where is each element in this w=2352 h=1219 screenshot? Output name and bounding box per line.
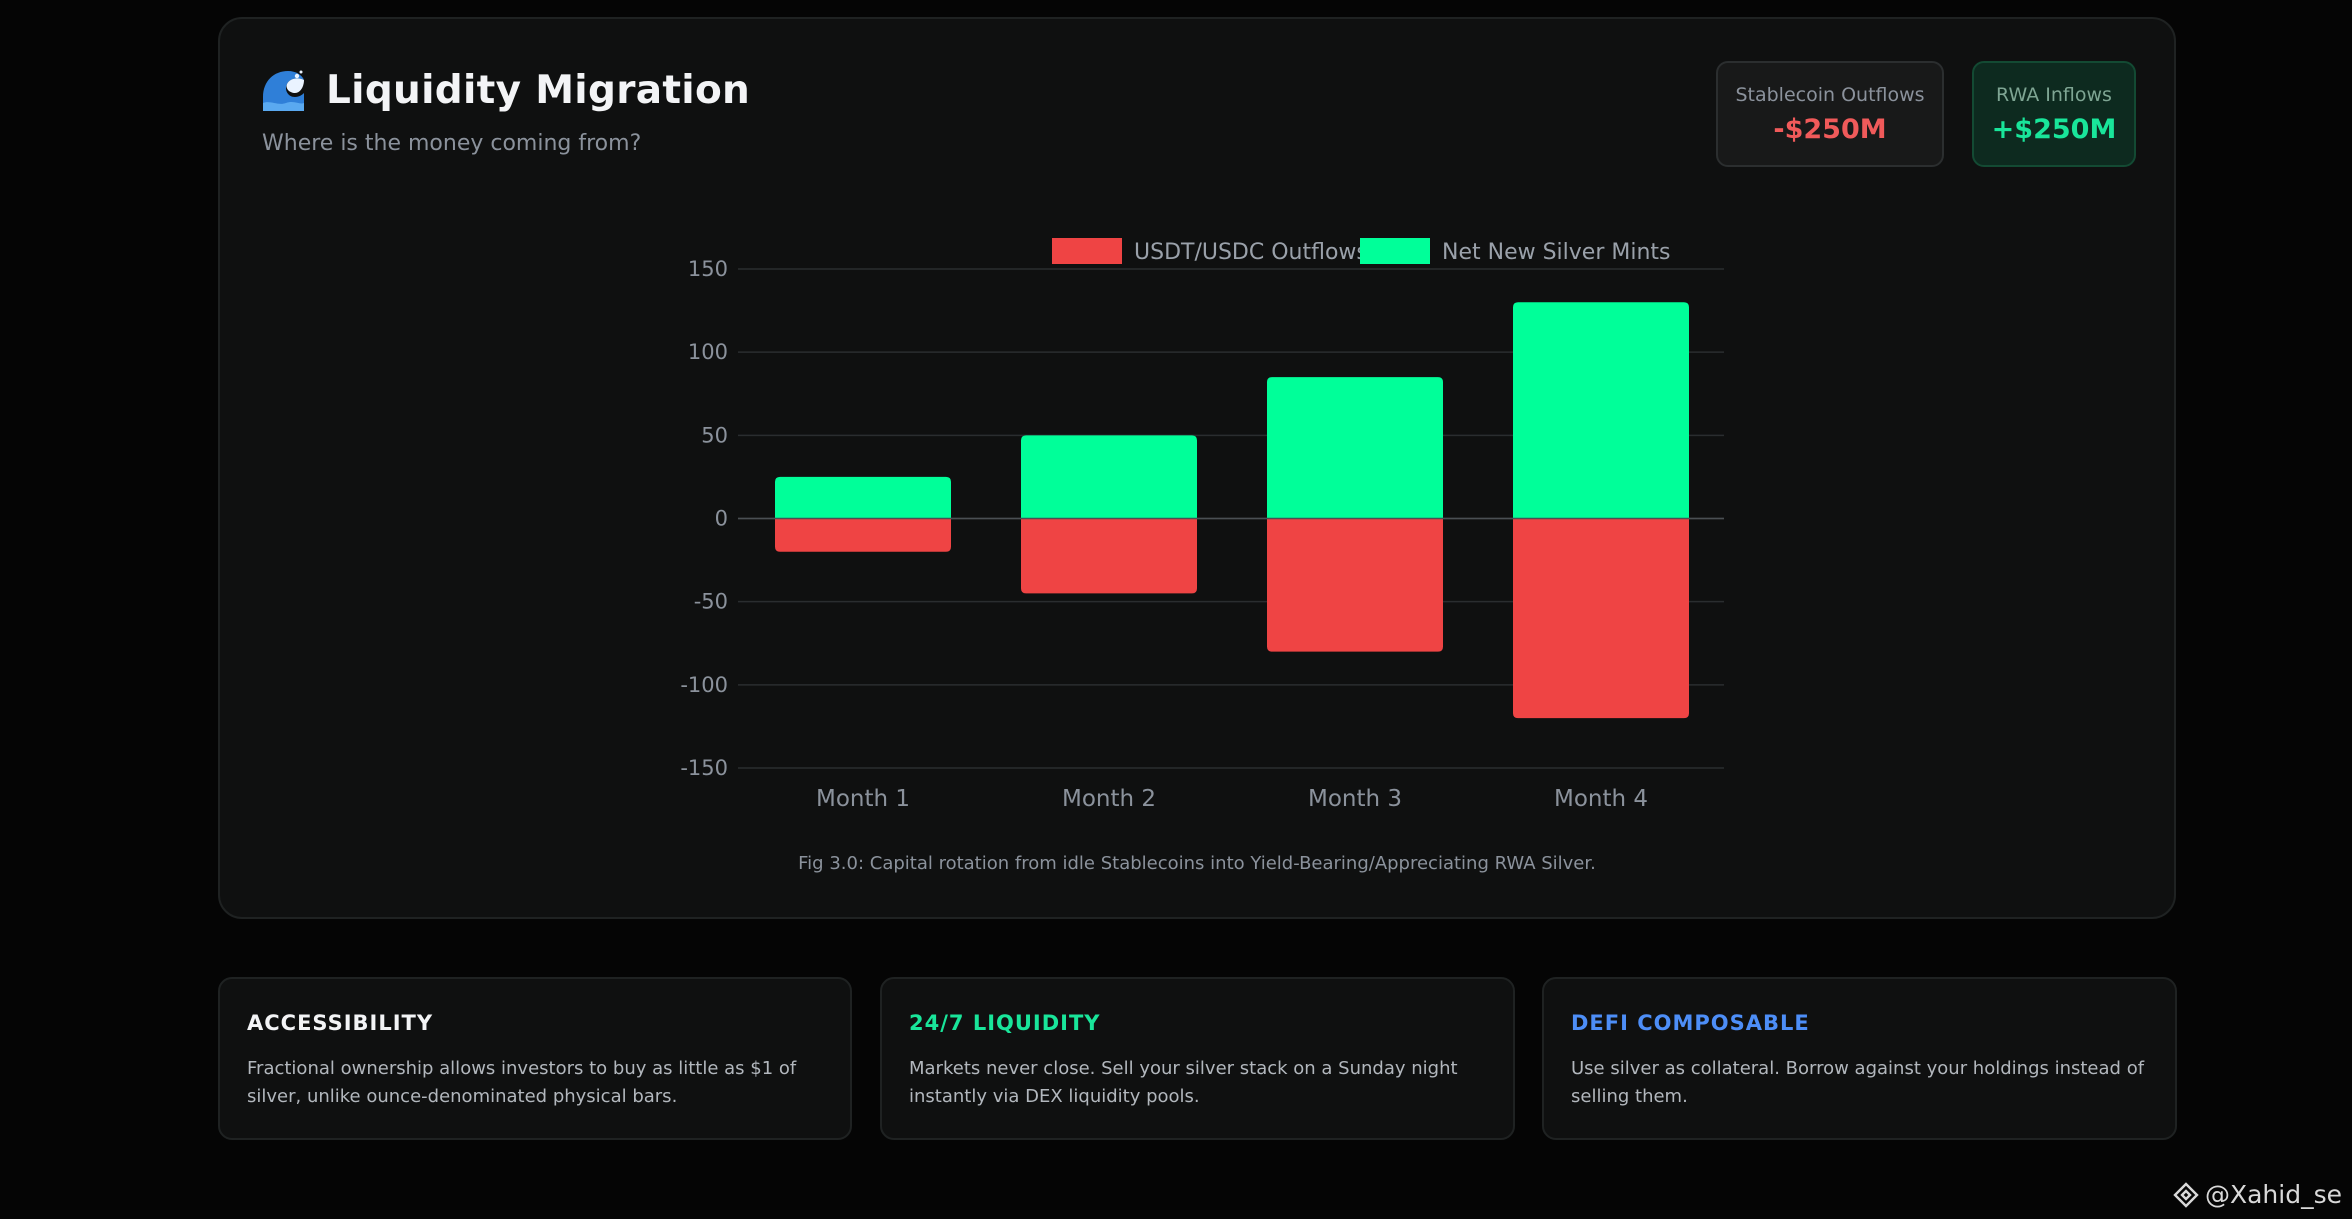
legend-label: USDT/USDC Outflows	[1134, 240, 1368, 265]
y-tick-label: 100	[688, 340, 728, 364]
y-tick-label: -100	[680, 673, 728, 697]
stat-label: RWA Inflows	[1996, 83, 2112, 106]
card-text: Markets never close. Sell your silver st…	[909, 1058, 1458, 1107]
silver-mint-bar	[1513, 302, 1689, 519]
stat-value: -$250M	[1773, 113, 1887, 145]
silver-mint-bar	[1267, 377, 1443, 519]
silver-mint-bar	[775, 476, 951, 519]
page-title: Liquidity Migration	[326, 67, 751, 113]
water-wave-icon	[263, 70, 304, 111]
liquidity-panel: Liquidity Migration Where is the money c…	[218, 17, 2176, 919]
outflow-bar	[1021, 518, 1197, 594]
x-tick-label: Month 1	[816, 786, 910, 812]
watermark: @Xahid_se	[2173, 1180, 2342, 1209]
card-text: Fractional ownership allows investors to…	[247, 1058, 797, 1107]
x-tick-label: Month 4	[1554, 786, 1648, 812]
y-tick-label: 0	[715, 507, 728, 531]
accessibility-card: ACCESSIBILITY Fractional ownership allow…	[218, 977, 852, 1140]
y-tick-label: 50	[701, 423, 728, 447]
binance-diamond-icon	[2173, 1181, 2199, 1208]
x-tick-label: Month 3	[1308, 786, 1402, 812]
card-title: DEFI COMPOSABLE	[1571, 1011, 1810, 1035]
outflow-bar	[1267, 518, 1443, 652]
watermark-text: @Xahid_se	[2204, 1180, 2342, 1209]
y-tick-label: -50	[694, 590, 728, 614]
rwa-inflows-stat: RWA Inflows +$250M	[1972, 61, 2136, 167]
legend-swatch-silver-mints	[1360, 238, 1430, 264]
outflow-bar	[775, 518, 951, 552]
liquidity-card: 24/7 LIQUIDITY Markets never close. Sell…	[880, 977, 1515, 1140]
stablecoin-outflows-stat: Stablecoin Outflows -$250M	[1716, 61, 1944, 167]
stat-label: Stablecoin Outflows	[1735, 83, 1925, 106]
y-tick-label: 150	[688, 257, 728, 281]
title-row: Liquidity Migration	[260, 67, 750, 113]
defi-card: DEFI COMPOSABLE Use silver as collateral…	[1542, 977, 2177, 1140]
legend-label: Net New Silver Mints	[1442, 240, 1671, 265]
card-title: ACCESSIBILITY	[247, 1011, 434, 1035]
liquidity-bar-chart: 150 100 50 0 -50 -100 -150 Month 1 Month 2 Month …	[680, 238, 1724, 812]
card-title: 24/7 LIQUIDITY	[909, 1011, 1101, 1035]
card-text: Use silver as collateral. Borrow against…	[1571, 1058, 2145, 1107]
figure-caption: Fig 3.0: Capital rotation from idle Stab…	[798, 853, 1596, 874]
page-subtitle: Where is the money coming from?	[262, 131, 642, 156]
stat-value: +$250M	[1991, 113, 2117, 145]
legend-swatch-outflows	[1052, 238, 1122, 264]
outflow-bar	[1513, 518, 1689, 719]
y-tick-label: -150	[680, 756, 728, 780]
x-tick-label: Month 2	[1062, 786, 1156, 812]
silver-mint-bar	[1021, 435, 1197, 519]
